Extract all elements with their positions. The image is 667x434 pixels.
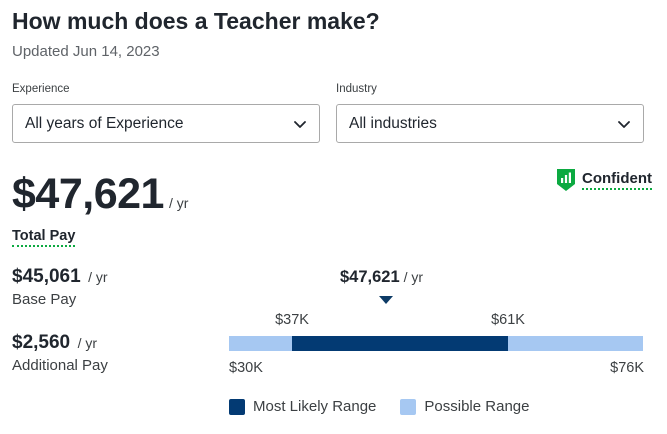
page-title: How much does a Teacher make?: [12, 8, 380, 34]
additional-pay-row: $2,560 / yr Additional Pay: [12, 332, 108, 374]
base-pay-label: Base Pay: [12, 291, 77, 308]
total-pay-label[interactable]: Total Pay: [12, 228, 76, 247]
total-pay-amount: $47,621: [12, 170, 164, 218]
legend-item-likely: Most Likely Range: [229, 398, 376, 415]
additional-pay-amount: $2,560: [12, 332, 71, 353]
likely-low-tick-label: $37K: [275, 312, 309, 328]
confidence-label: Confident: [582, 170, 652, 190]
legend-swatch-likely: [229, 398, 245, 415]
legend-label-likely: Most Likely Range: [253, 398, 377, 415]
confidence-indicator[interactable]: Confident: [556, 168, 652, 192]
base-pay-unit: / yr: [88, 269, 108, 285]
legend-item-possible: Possible Range: [400, 398, 529, 415]
chevron-down-icon: [294, 120, 306, 128]
possible-low-tick-label: $30K: [229, 360, 263, 376]
median-pay-label: $47,621 / yr: [340, 268, 423, 287]
most-likely-range-bar: [292, 336, 508, 351]
experience-select[interactable]: All years of Experience: [12, 104, 320, 143]
chevron-down-icon: [618, 120, 630, 128]
industry-select[interactable]: All industries: [336, 104, 644, 143]
additional-pay-unit: / yr: [77, 335, 98, 351]
legend-label-possible: Possible Range: [424, 398, 530, 415]
base-pay-amount: $45,061: [12, 266, 81, 287]
total-pay-amount-row: $47,621 / yr: [12, 170, 188, 219]
base-pay-row: $45,061 / yr Base Pay: [12, 266, 108, 308]
experience-select-value: All years of Experience: [25, 114, 184, 132]
possible-high-tick-label: $76K: [610, 360, 644, 376]
range-legend: Most Likely Range Possible Range: [229, 398, 529, 415]
experience-filter-label: Experience: [12, 83, 70, 95]
median-marker: [379, 296, 393, 304]
likely-high-tick-label: $61K: [491, 312, 525, 328]
industry-filter-label: Industry: [336, 83, 377, 95]
updated-date: Updated Jun 14, 2023: [12, 43, 160, 60]
median-pay-unit: / yr: [403, 269, 424, 285]
additional-pay-label: Additional Pay: [12, 357, 108, 374]
pay-range-bar: [229, 336, 643, 351]
total-pay-unit: / yr: [168, 195, 189, 211]
legend-swatch-possible: [400, 398, 417, 415]
chart-shield-icon: [557, 169, 576, 191]
median-pay-amount: $47,621: [340, 268, 400, 286]
industry-select-value: All industries: [349, 114, 437, 132]
